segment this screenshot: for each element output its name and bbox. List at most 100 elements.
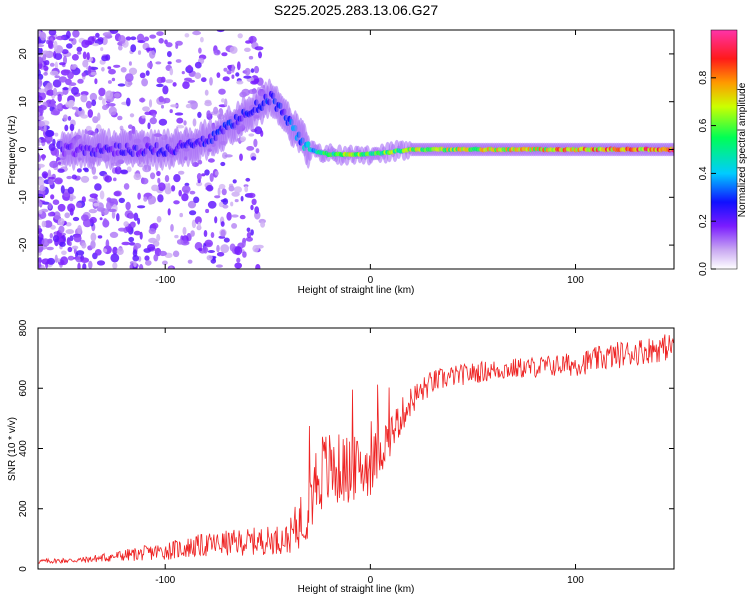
heatmap-speckle: [164, 175, 170, 183]
heatmap-speckle: [97, 112, 101, 121]
heatmap-speckle: [211, 256, 216, 261]
heatmap-speckle: [120, 169, 128, 174]
heatmap-speckle: [152, 113, 156, 118]
heatmap-speckle: [123, 183, 130, 190]
heatmap-speckle: [109, 231, 119, 238]
heatmap-speckle: [173, 174, 181, 183]
colorbar-tick-label: 0.6: [698, 118, 709, 132]
heatmap-speckle: [38, 236, 42, 245]
heatmap-speckle: [253, 138, 258, 148]
heatmap-speckle: [207, 158, 215, 163]
heatmap-speckle: [244, 47, 251, 52]
heatmap-speckle: [193, 196, 200, 204]
heatmap-speckle: [65, 229, 75, 235]
heatmap-speckle: [41, 220, 47, 228]
heatmap-speckle: [38, 73, 44, 81]
heatmap-speckle: [137, 217, 141, 225]
heatmap-speckle: [111, 77, 116, 82]
heatmap-speckle: [61, 49, 69, 55]
heatmap-speckle: [231, 214, 239, 218]
heatmap-speckle: [66, 30, 71, 39]
heatmap-speckle: [243, 75, 252, 79]
heatmap-speckle: [100, 47, 104, 52]
heatmap-speckle: [88, 65, 92, 74]
heatmap-speckle: [82, 263, 87, 269]
heatmap-speckle: [157, 194, 164, 203]
heatmap-speckle: [52, 235, 60, 243]
heatmap-speckle: [57, 218, 65, 226]
heatmap-speckle: [48, 176, 55, 180]
heatmap-speckle: [50, 194, 55, 200]
x-tick-label: -100: [155, 575, 175, 586]
heatmap-speckle: [59, 241, 66, 247]
heatmap-speckle: [103, 218, 108, 225]
heatmap-speckle: [141, 115, 146, 119]
heatmap-speckle: [246, 146, 255, 151]
heatmap-speckle: [80, 114, 89, 119]
heatmap-speckle: [201, 77, 207, 83]
heatmap-speckle: [161, 104, 164, 109]
heatmap-speckle: [176, 117, 184, 124]
heatmap-speckle: [57, 161, 62, 165]
heatmap-speckle: [181, 71, 185, 75]
heatmap-speckle: [92, 175, 98, 180]
heatmap-speckle: [39, 31, 47, 41]
heatmap-speckle: [156, 170, 161, 177]
heatmap-speckle: [68, 99, 75, 107]
heatmap-speckle: [117, 83, 126, 87]
y-tick-label: 600: [18, 379, 29, 396]
heatmap-speckle: [48, 143, 56, 152]
snr-y-label: SNR (10 * v/v): [7, 417, 18, 481]
x-tick-label: 0: [368, 575, 374, 586]
heatmap-speckle: [251, 156, 257, 161]
heatmap-speckle: [126, 166, 132, 173]
heatmap-speckle: [144, 111, 152, 116]
heatmap-speckle: [201, 173, 206, 177]
heatmap-speckle: [38, 177, 45, 187]
heatmap-speckle: [214, 216, 218, 224]
heatmap-speckle: [228, 185, 235, 192]
heatmap-speckle: [197, 111, 202, 118]
heatmap-speckle: [91, 99, 97, 107]
heatmap-speckle: [54, 177, 63, 185]
heatmap-speckle: [187, 200, 197, 209]
heatmap-speckle: [101, 55, 109, 62]
heatmap-speckle: [227, 65, 232, 69]
heatmap-speckle: [156, 76, 164, 84]
heatmap-speckle: [89, 92, 98, 102]
heatmap-speckle: [204, 239, 213, 248]
heatmap-speckle: [89, 66, 99, 70]
heatmap-speckle: [145, 47, 154, 51]
heatmap-speckle: [245, 177, 251, 182]
heatmap-speckle: [48, 30, 57, 36]
heatmap-speckle: [41, 154, 46, 161]
heatmap-speckle: [109, 30, 119, 34]
heatmap-speckle: [258, 51, 262, 59]
heatmap-speckle: [94, 183, 102, 191]
heatmap-speckle: [66, 175, 72, 180]
heatmap-speckle: [178, 189, 182, 197]
heatmap-speckle: [102, 248, 108, 253]
heatmap-speckle: [77, 262, 81, 269]
heatmap-speckle: [200, 36, 204, 43]
heatmap-speckle: [44, 220, 53, 228]
heatmap-speckle: [204, 89, 209, 96]
heatmap-speckle: [224, 154, 233, 158]
heatmap-speckle: [189, 210, 197, 216]
heatmap-speckle: [248, 55, 254, 60]
heatmap-speckle: [194, 72, 202, 79]
heatmap-speckle: [76, 46, 83, 53]
heatmap-speckle: [98, 87, 106, 97]
heatmap-speckle: [60, 185, 65, 194]
heatmap-speckle: [221, 188, 227, 196]
heatmap-speckle: [92, 116, 99, 124]
heatmap-speckle: [89, 208, 95, 213]
colorbar: 0.0 0.2 0.4 0.6 0.8 Normalized spectral ampl…: [698, 29, 748, 276]
heatmap-speckle: [67, 255, 75, 261]
heatmap-speckle: [188, 79, 196, 83]
heatmap-speckle: [205, 208, 210, 214]
heatmap-speckle: [196, 181, 203, 187]
heatmap-speckle: [48, 40, 53, 49]
heatmap-speckle: [69, 235, 74, 242]
heatmap-speckle: [207, 200, 217, 209]
